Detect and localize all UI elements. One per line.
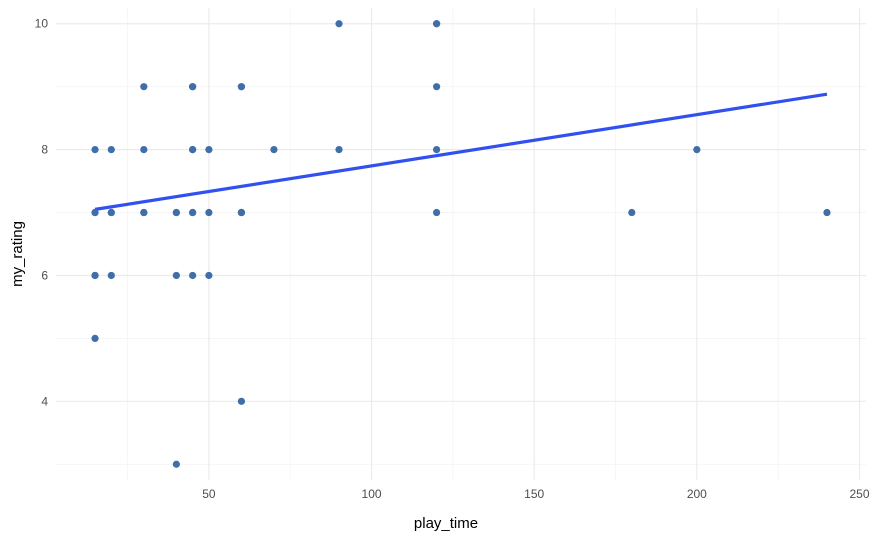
data-point (237, 208, 246, 217)
data-point (189, 83, 197, 91)
data-point (172, 208, 180, 217)
x-tick-label: 250 (849, 487, 869, 501)
data-point (693, 146, 701, 154)
data-point (237, 397, 246, 405)
data-point (172, 460, 180, 468)
data-point (172, 271, 180, 280)
data-point (205, 271, 213, 280)
data-point (189, 208, 197, 217)
data-point (140, 146, 148, 154)
y-tick-label: 6 (41, 268, 48, 282)
trend-line (94, 92, 828, 211)
x-tick-label: 200 (687, 487, 707, 501)
data-point (628, 208, 636, 217)
data-point (107, 271, 115, 280)
x-axis-title: play_time (414, 515, 478, 532)
data-point (91, 146, 99, 154)
data-point (91, 334, 99, 342)
data-point (91, 208, 99, 217)
data-point (205, 208, 213, 217)
x-tick-label: 150 (524, 487, 544, 501)
data-point (189, 146, 197, 154)
x-axis-ticks: 50 100 150 200 250 (202, 487, 870, 501)
data-point (270, 146, 278, 154)
data-point (205, 146, 213, 154)
grid (56, 8, 866, 480)
data-point (433, 208, 441, 217)
trend-line-group (94, 92, 828, 211)
data-point (140, 83, 148, 91)
data-point (335, 20, 343, 28)
data-point (433, 146, 441, 154)
data-point (91, 271, 99, 280)
data-point (823, 208, 831, 217)
y-tick-label: 10 (35, 17, 49, 31)
data-point (189, 271, 197, 280)
y-axis-ticks: 4 6 8 10 (35, 17, 49, 409)
data-point (140, 208, 148, 217)
x-tick-label: 50 (202, 487, 216, 501)
y-tick-label: 8 (41, 143, 48, 157)
y-axis-title: my_rating (9, 221, 26, 287)
data-point (107, 146, 115, 154)
data-point (433, 83, 441, 91)
data-point (335, 146, 343, 154)
x-tick-label: 100 (362, 487, 382, 501)
data-point (433, 20, 441, 28)
y-tick-label: 4 (41, 394, 48, 408)
points-group (91, 20, 831, 468)
data-point (237, 83, 246, 91)
data-point (107, 208, 115, 217)
